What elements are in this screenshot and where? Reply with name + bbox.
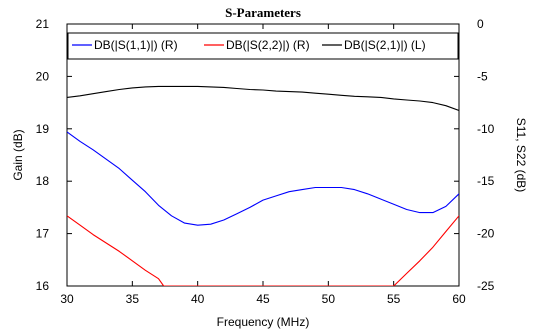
legend-label-2: DB(|S(2,1)|) (L) <box>344 38 426 52</box>
series-line-0 <box>67 131 459 226</box>
legend-label-0: DB(|S(1,1)|) (R) <box>94 38 178 52</box>
y-left-tick-label: 21 <box>36 17 50 31</box>
series-line-2 <box>67 85 459 112</box>
series-lines <box>67 85 459 286</box>
y-left-axis-ticks: 16 17 18 19 20 21 <box>36 17 72 293</box>
y-left-axis-label: Gain (dB) <box>11 129 25 180</box>
series-line-1 <box>67 215 459 286</box>
x-tick-label: 30 <box>60 292 74 306</box>
y-left-tick-label: 16 <box>36 279 50 293</box>
legend: DB(|S(1,1)|) (R) DB(|S(2,2)|) (R) DB(|S(2,… <box>67 32 459 60</box>
x-axis-label: Frequency (MHz) <box>217 315 310 329</box>
x-tick-label: 40 <box>191 292 205 306</box>
x-tick-label: 55 <box>387 292 401 306</box>
y-left-tick-label: 17 <box>36 227 50 241</box>
y-right-tick-label: -25 <box>477 279 495 293</box>
x-tick-label: 50 <box>322 292 336 306</box>
y-right-tick-label: -20 <box>477 227 495 241</box>
y-left-tick-label: 18 <box>36 174 50 188</box>
y-right-axis-label: S11, S22 (dB) <box>514 118 528 192</box>
y-right-tick-label: 0 <box>477 17 484 31</box>
y-left-tick-label: 20 <box>36 69 50 83</box>
chart-title: S-Parameters <box>225 5 301 20</box>
y-right-tick-label: -15 <box>477 174 495 188</box>
legend-box <box>67 32 459 60</box>
plot-area <box>66 23 460 287</box>
y-right-tick-label: -10 <box>477 122 495 136</box>
legend-label-1: DB(|S(2,2)|) (R) <box>226 38 310 52</box>
x-tick-label: 35 <box>126 292 140 306</box>
y-left-tick-label: 19 <box>36 122 50 136</box>
y-right-axis-ticks: -25 -20 -15 -10 -5 0 <box>454 17 495 293</box>
x-tick-label: 45 <box>256 292 270 306</box>
x-axis-ticks: 30 35 40 45 50 55 60 <box>60 24 466 306</box>
x-tick-label: 60 <box>452 292 466 306</box>
y-right-tick-label: -5 <box>477 69 488 83</box>
